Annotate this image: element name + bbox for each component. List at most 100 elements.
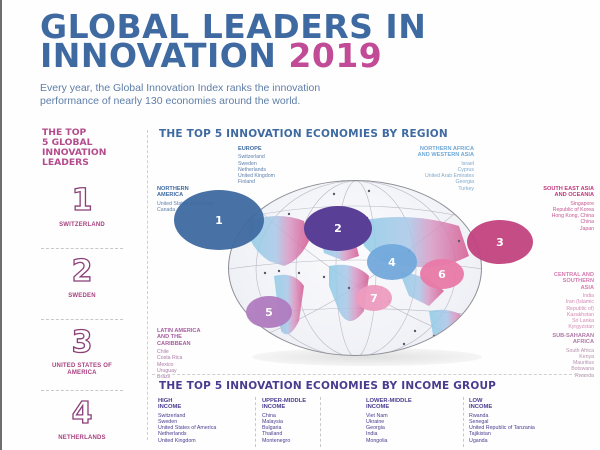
region-country: Mexico — [157, 361, 174, 368]
region-country: Cyprus — [457, 167, 474, 174]
region-sub-saharan-africa: SUB-SAHARAN AFRICA South Africa Kenya Mau… — [512, 333, 594, 379]
income-country: Mongolia — [366, 437, 388, 444]
region-country: Mauritius — [572, 360, 594, 367]
income-title-line: INCOME — [262, 404, 286, 411]
rank-number: 3 — [71, 325, 93, 360]
income-group-title: HIGH INCOME — [158, 398, 216, 411]
income-country: India — [366, 431, 378, 438]
region-title-line: AND OCEANIA — [554, 192, 594, 199]
page-title: GLOBAL LEADERS IN INNOVATION 2019 — [40, 7, 427, 72]
income-country: Viet Nam — [366, 412, 388, 419]
income-title-line: INCOME — [366, 404, 390, 411]
region-title: EUROPE — [238, 146, 262, 152]
region-country: Chile — [157, 349, 169, 356]
region-bubble-2: 2 — [304, 206, 372, 251]
region-title-line: CENTRAL AND — [553, 272, 594, 278]
income-country: Bulgaria — [262, 425, 282, 432]
region-country: Botswana — [571, 366, 594, 373]
bubble-label: 4 — [388, 255, 396, 269]
region-country: South Africa — [566, 347, 594, 354]
world-map-graphic — [229, 181, 481, 355]
income-title-line: INCOME — [469, 404, 493, 411]
leaders-title-line: 5 GLOBAL — [42, 137, 93, 148]
income-country: Montenegro — [262, 437, 291, 444]
title-line-2: INNOVATION 2019 — [40, 39, 426, 72]
region-title: NORTHERN AFRICA AND WESTERN ASIA — [382, 146, 474, 159]
region-country: Costa Rica — [157, 355, 183, 362]
region-northern-africa-western-asia: NORTHERN AFRICA AND WESTERN ASIA Israel C… — [382, 146, 474, 192]
bubble-label: 7 — [370, 291, 378, 305]
region-bubble-6: 6 — [420, 259, 464, 289]
region-title: SOUTH EAST ASIA AND OCEANIA — [502, 186, 594, 199]
income-group-lower-middle: LOWER-MIDDLE INCOME Viet Nam Ukraine Geor… — [362, 398, 412, 444]
column-divider — [320, 397, 321, 447]
leaders-title-line: THE TOP — [42, 127, 87, 138]
income-country: Ukraine — [366, 419, 385, 426]
region-country: Netherlands — [238, 166, 266, 173]
region-country: India — [582, 293, 594, 300]
region-title-line: SOUTH EAST ASIA — [543, 186, 594, 192]
title-year: 2019 — [288, 36, 383, 75]
region-section-heading: THE TOP 5 INNOVATION ECONOMIES BY REGION — [159, 128, 448, 140]
income-country: Netherlands — [158, 431, 187, 438]
region-country: United Arab Emirates — [424, 173, 474, 180]
income-title-line: HIGH — [158, 398, 173, 404]
region-country: Finland — [238, 179, 256, 186]
globe-shadow — [252, 348, 482, 366]
region-title: CENTRAL AND SOUTHERN ASIA — [512, 272, 594, 291]
region-country: Israel — [461, 160, 474, 167]
leaders-title-line: LEADERS — [42, 157, 89, 168]
region-title: NORTHERN AMERICA — [157, 186, 214, 199]
region-country: Iran (Islamic — [565, 299, 594, 306]
income-group-title: LOWER-MIDDLE INCOME — [366, 398, 412, 411]
divider — [41, 248, 123, 249]
income-country: United States of America — [158, 425, 217, 432]
region-title-line: AFRICA — [572, 339, 594, 346]
income-country: Tajikistan — [469, 431, 491, 438]
income-country: United Kingdom — [158, 437, 196, 444]
region-title-line: CARIBBEAN — [157, 340, 191, 347]
region-title-line: LATIN AMERICA — [157, 328, 201, 334]
income-group-high: HIGH INCOME Switzerland Sweden United Sta… — [154, 398, 216, 444]
region-title: LATIN AMERICA AND THE CARIBBEAN — [157, 328, 201, 347]
region-title-line: AND THE — [157, 334, 182, 341]
divider — [41, 390, 123, 391]
divider — [41, 319, 123, 320]
subtitle-line-1: Every year, the Global Innovation Index … — [40, 82, 321, 94]
region-country: Brazil — [157, 374, 170, 381]
income-group-title: UPPER-MIDDLE INCOME — [262, 398, 306, 411]
region-country: Republic of Korea — [552, 207, 594, 214]
leader-item-4: 4 NETHERLANDS — [32, 396, 132, 450]
region-title-line: AND WESTERN ASIA — [417, 152, 474, 159]
region-title-line: SOUTHERN — [562, 278, 594, 285]
region-latin-america-caribbean: LATIN AMERICA AND THE CARIBBEAN Chile Cost… — [157, 328, 201, 380]
region-country: Canada — [157, 207, 176, 214]
income-group-low: LOW INCOME Rwanda Senegal United Republic… — [465, 398, 535, 444]
leader-country: UNITED STATES OF AMERICA — [52, 363, 112, 376]
region-country: Turkey — [458, 185, 474, 192]
top-leaders-panel: THE TOP 5 GLOBAL INNOVATION LEADERS 1 SW… — [32, 128, 132, 450]
region-country: Sweden — [238, 160, 257, 167]
section-divider — [152, 374, 592, 375]
income-title-line: INCOME — [158, 404, 182, 411]
title-line-1: GLOBAL LEADERS IN — [40, 7, 427, 46]
income-country: Thailand — [262, 431, 283, 438]
column-divider — [255, 397, 256, 447]
region-country: Hong Kong, China — [551, 213, 594, 220]
leader-item-1: 1 SWITZERLAND — [32, 185, 132, 248]
income-country: Georgia — [366, 425, 385, 432]
region-country: Sri Lanka — [572, 318, 594, 325]
region-title-line: NORTHERN — [157, 186, 189, 192]
rank-number: 2 — [71, 254, 93, 289]
income-country: Sweden — [158, 419, 178, 426]
title-word-innovation: INNOVATION — [40, 36, 277, 75]
region-country: Kenya — [579, 354, 594, 361]
leaders-title-line: INNOVATION — [42, 147, 107, 158]
rank-number: 4 — [71, 396, 93, 431]
income-group-upper-middle: UPPER-MIDDLE INCOME China Malaysia Bulgar… — [258, 398, 306, 444]
income-group-title: LOW INCOME — [469, 398, 535, 411]
leader-item-2: 2 SWEDEN — [32, 254, 132, 319]
bubble-label: 6 — [438, 267, 446, 281]
region-country: Kazakhstan — [566, 311, 594, 318]
region-title-line: SUB-SAHARAN — [552, 333, 594, 339]
